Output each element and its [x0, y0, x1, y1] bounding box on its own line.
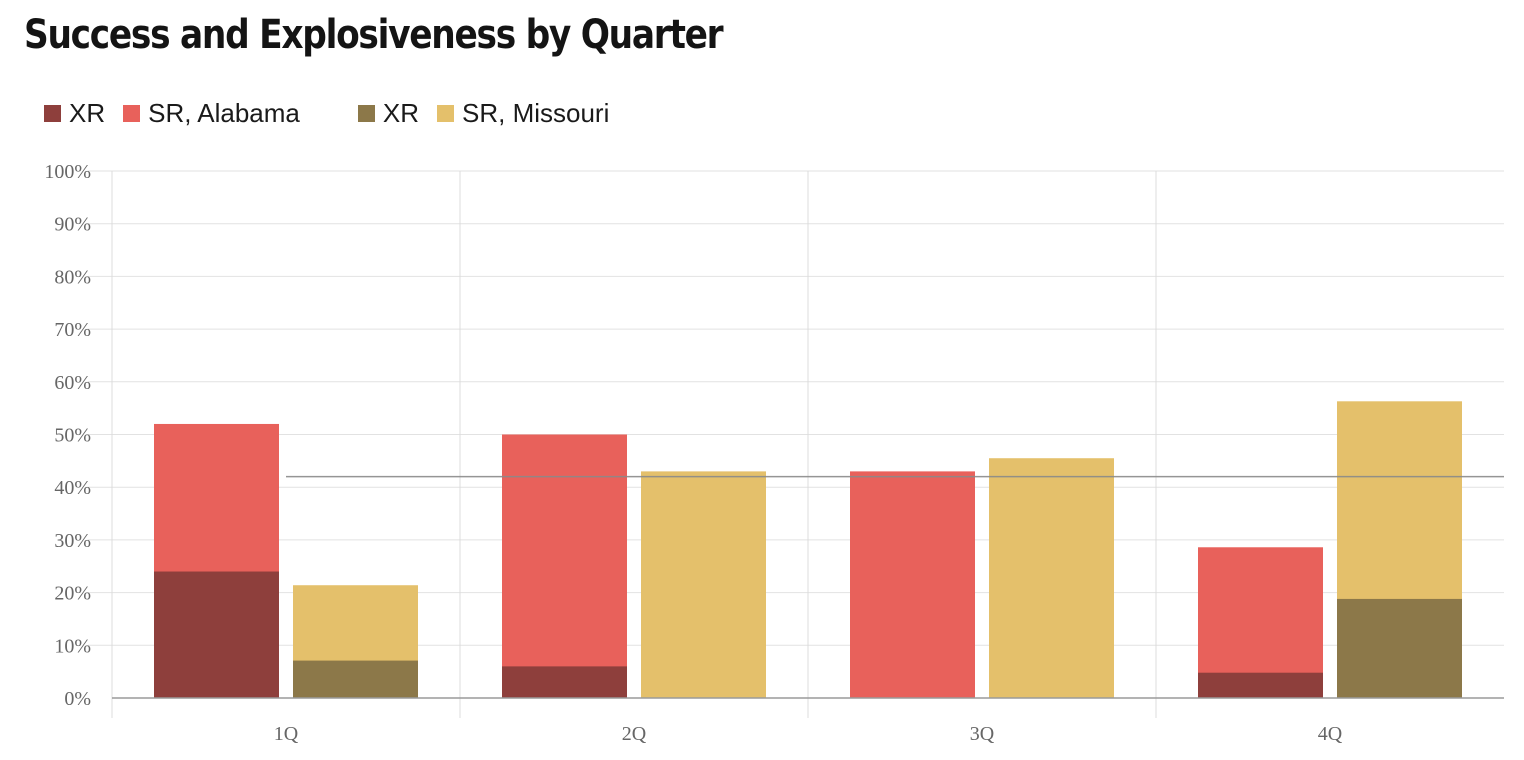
y-tick-label: 10% [54, 635, 91, 657]
y-tick-label: 90% [54, 214, 91, 236]
y-tick-label: 80% [54, 266, 91, 288]
bar-alabama-xr-1q [154, 571, 279, 698]
y-tick-label: 60% [54, 372, 91, 394]
bars [154, 401, 1462, 698]
x-tick-label: 2Q [622, 723, 647, 745]
y-tick-label: 70% [54, 319, 91, 341]
chart-title: Success and Explosiveness by Quarter [24, 12, 724, 58]
legend-item-missouri-xr: XR [357, 98, 419, 129]
legend-item-alabama-sr: SR, Alabama [123, 98, 300, 129]
legend-swatch-missouri-sr [437, 105, 454, 122]
bar-alabama-xr-2q [502, 666, 627, 698]
legend-label-missouri-sr: SR, Missouri [462, 98, 610, 128]
y-tick-label: 40% [54, 477, 91, 499]
bar-missouri-xr-1q [293, 660, 418, 698]
legend-label-missouri-xr: XR [382, 98, 419, 128]
bar-missouri-sr-2q [641, 471, 766, 698]
x-tick-label: 3Q [970, 723, 995, 745]
y-tick-label: 0% [64, 688, 91, 710]
y-tick-label: 50% [54, 425, 91, 447]
bar-missouri-sr-3q [989, 458, 1114, 698]
legend-swatch-alabama-xr [44, 105, 61, 122]
legend-label-alabama-sr: SR, Alabama [148, 98, 300, 128]
legend: XR SR, Alabama XR SR, Missouri [44, 98, 627, 129]
bar-alabama-sr-2q [502, 434, 627, 698]
bar-alabama-sr-3q [850, 471, 975, 698]
legend-swatch-missouri-xr [357, 105, 375, 122]
legend-item-alabama-xr: XR [44, 98, 105, 129]
y-tick-label: 100% [44, 161, 91, 183]
legend-item-missouri-sr: SR, Missouri [437, 98, 609, 129]
overlay [112, 475, 1504, 699]
legend-swatch-alabama-sr [123, 105, 141, 122]
bar-alabama-xr-4q [1198, 672, 1323, 698]
y-tick-label: 20% [54, 583, 91, 605]
y-tick-label: 30% [54, 530, 91, 552]
x-tick-label: 4Q [1318, 723, 1343, 745]
axis-labels: 0% 10% 20% 30% 40% 50% 60% 70% 80% 90% 100% 1Q 2Q 3Q 4… [44, 161, 1342, 745]
bar-missouri-xr-4q [1337, 598, 1462, 698]
legend-label-alabama-xr: XR [69, 98, 106, 128]
x-tick-label: 1Q [274, 723, 299, 745]
